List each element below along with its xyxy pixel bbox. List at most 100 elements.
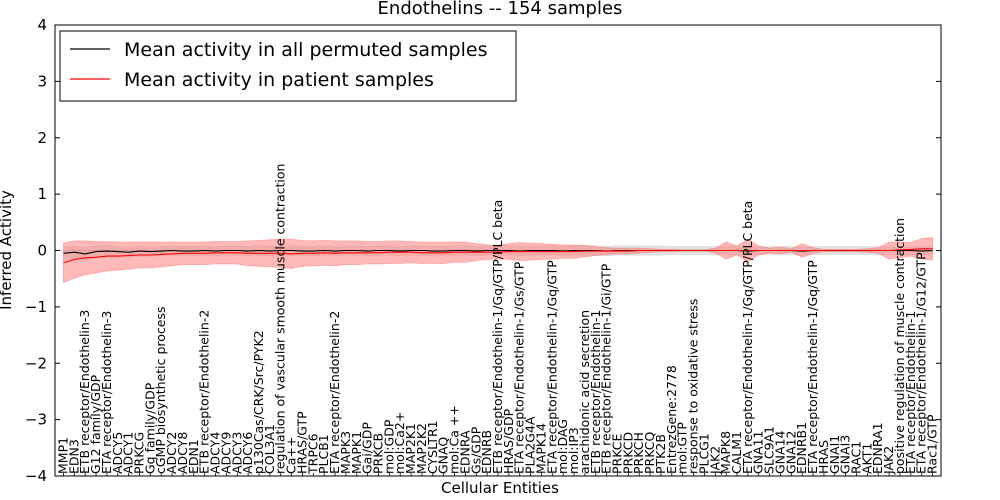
entity-label: MAPK8 <box>718 431 733 474</box>
entity-label: mol:IP3 <box>566 427 581 474</box>
entity-label: PRKCE <box>610 434 625 474</box>
entity-label: PRKCD <box>620 432 635 474</box>
entity-label: PLCG1 <box>696 433 711 474</box>
chart-title: Endothelins -- 154 samples <box>378 0 623 19</box>
entity-label: regulation of vascular smooth muscle con… <box>273 164 288 474</box>
entity-label: PLCB1 <box>316 434 331 474</box>
entity-label: HRAS/GDP <box>501 408 516 474</box>
entity-label: PLA2G4A <box>523 416 538 474</box>
entity-label: PRKCB <box>371 433 386 474</box>
entity-label: MAPK14 <box>534 423 549 474</box>
entity-label: mol:Ca2+ <box>392 412 407 474</box>
entity-label: MMP1 <box>55 437 70 474</box>
entity-label: GNA11 <box>751 431 766 475</box>
entity-label: PTK2B <box>653 434 668 474</box>
x-axis-label: Cellular Entities <box>441 479 559 497</box>
entity-label: ADCY6 <box>240 432 255 474</box>
entity-label: ETB receptor/Endothelin-1 <box>588 310 603 474</box>
entity-label: AKT1 <box>859 443 874 474</box>
entity-label: HRAS <box>816 440 831 474</box>
entity-label: TRPC6 <box>305 433 320 475</box>
entity-label: GNA14 <box>773 430 788 474</box>
entity-label: GNAI1 <box>827 435 842 474</box>
entity-label: ETA receptor/Endothelin-1/Gq/GTP/PLC bet… <box>740 201 755 474</box>
entity-label: EDN3 <box>66 439 81 474</box>
entity-label: ADCY2 <box>164 432 179 474</box>
entity-label: response to oxidative stress <box>686 299 701 474</box>
entity-label: SLC9A1 <box>762 426 777 474</box>
entity-label: GNAI3 <box>838 435 853 474</box>
entity-label: cGMP biosynthetic process <box>153 306 168 474</box>
entity-label: Ca++ <box>284 437 299 474</box>
legend-box <box>59 30 517 102</box>
entity-label: CYSLTR1 <box>425 420 440 474</box>
entity-label: ETA receptor/Endothelin-1/Gq/GTP <box>544 260 559 474</box>
y-tick-label: −3 <box>25 411 47 429</box>
y-tick-label: −2 <box>25 354 47 372</box>
entity-label: ADCY1 <box>121 432 136 474</box>
entity-label: ADCY4 <box>208 432 223 474</box>
entity-label: ETA receptor/Endothelin-1/Gq/GTP <box>805 260 820 474</box>
entity-label: HRAS/GTP <box>294 411 309 474</box>
entity-label: ETA receptor/Endothelin-1/Gs/GTP <box>512 261 527 474</box>
entity-label: PRKCH <box>631 432 646 474</box>
y-tick-label: −1 <box>25 298 47 316</box>
entity-label: JAK2 <box>707 446 722 475</box>
legend-label-permuted: Mean activity in all permuted samples <box>124 39 487 61</box>
entity-label: G12 family/GDP <box>88 374 103 474</box>
entity-label: Gai/GDP <box>360 422 375 474</box>
entity-label: ADCY3 <box>229 432 244 474</box>
y-tick-label: 1 <box>37 185 47 203</box>
entity-label: ETB receptor/Endothelin-3 <box>77 310 92 474</box>
entity-label: positive regulation of muscle contractio… <box>892 218 907 474</box>
entity-label: ADCY5 <box>110 432 125 474</box>
y-axis-label: Inferred Activity <box>0 190 15 310</box>
entity-label: mol:GTP <box>675 422 690 474</box>
entity-label: COL3A1 <box>262 424 277 474</box>
y-axis-ticks: −4 −3 −2 −1 0 1 2 3 4 <box>25 16 941 485</box>
entity-label: MAP2K2 <box>414 423 429 474</box>
entity-label: MAPK3 <box>338 431 353 474</box>
entity-label: EDNRA1 <box>870 422 885 474</box>
entity-label: ETA receptor/Endothelin-3 <box>99 311 114 474</box>
entity-label: mol:DAG <box>555 419 570 474</box>
entity-label: mol:Ca ++ <box>447 405 462 474</box>
entity-label: ETB receptor/Endothelin-1/Gi/GTP <box>599 263 614 474</box>
y-tick-label: 3 <box>37 72 47 90</box>
patient-confidence-band <box>63 237 933 284</box>
legend: Mean activity in all permuted samples Me… <box>59 30 517 102</box>
entity-label: GNAQ <box>436 437 451 474</box>
entity-label: ETA receptor/Endothelin-1/G12/GTP <box>914 252 929 474</box>
entity-label: EntrezGene:2778 <box>664 365 679 474</box>
entity-label: ADCY9 <box>218 432 233 474</box>
entity-label: ETA receptor/Endothelin-1 <box>903 311 918 474</box>
entity-label: Gq family/GDP <box>142 382 157 474</box>
legend-label-patient: Mean activity in patient samples <box>124 69 434 91</box>
y-tick-label: −4 <box>25 467 47 485</box>
entity-label: EDNRA <box>457 430 472 474</box>
y-tick-label: 2 <box>37 129 47 147</box>
entity-label: GNA12 <box>783 431 798 475</box>
entity-label: ADCY8 <box>175 432 190 474</box>
entity-label: MAPK1 <box>349 431 364 474</box>
entity-label: EDNRB <box>479 430 494 474</box>
entity-label: RAC1 <box>849 441 864 474</box>
entity-label: PRKCQ <box>642 432 657 474</box>
entity-label: PRKCG <box>132 432 147 474</box>
entity-label: mol:GDP <box>381 419 396 474</box>
entity-label: ETB receptor/Endothelin-2 <box>197 310 212 474</box>
entity-label: arachidonic acid secretion <box>577 310 592 474</box>
entity-label: JAK2 <box>881 446 896 475</box>
entity-label: ETA receptor/Endothelin-2 <box>327 311 342 474</box>
entity-label: Gs/GDP <box>468 426 483 474</box>
entity-label: CALM1 <box>729 431 744 474</box>
y-tick-label: 0 <box>37 242 47 260</box>
entity-label: p130Cas/CRK/Src/PYK2 <box>251 330 266 474</box>
entity-label: MAP2K1 <box>403 423 418 474</box>
entity-label: Rac1/GTP <box>925 414 940 474</box>
entity-label: ETB receptor/Endothelin-1/Gq/GTP/PLC bet… <box>490 200 505 474</box>
series-lines <box>55 248 941 264</box>
entity-label: EDNRB1 <box>794 422 809 474</box>
